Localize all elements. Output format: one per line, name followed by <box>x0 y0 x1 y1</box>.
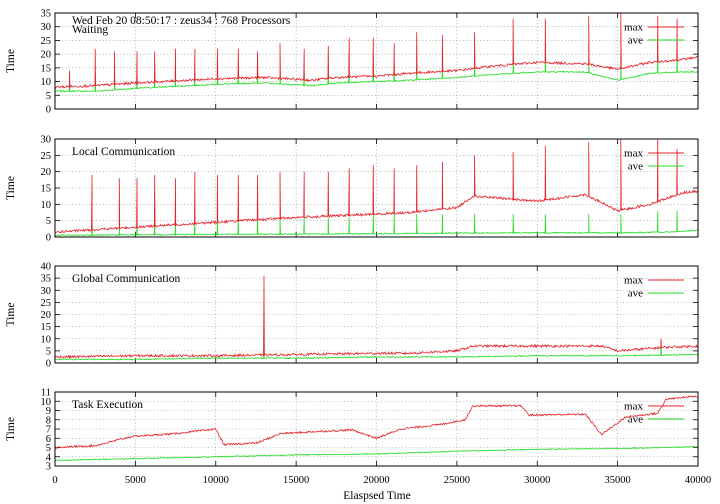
y-tick-label: 3 <box>46 462 51 473</box>
x-tick-label: 10000 <box>203 475 229 486</box>
y-tick-label: 4 <box>46 452 52 463</box>
y-tick-label: 20 <box>41 50 52 61</box>
plot-frame <box>54 265 699 364</box>
panel-title: Local Communication <box>72 146 175 158</box>
panel-title: Global Communication <box>72 273 181 285</box>
y-tick-label: 15 <box>41 184 52 195</box>
figure-header: Wed Feb 20 08:50:17 : zeus34 : 768 Proce… <box>72 15 291 27</box>
y-tick-label: 10 <box>41 334 52 345</box>
y-tick-label: 30 <box>41 22 52 33</box>
series-line-ave <box>55 445 698 462</box>
x-axis-ticks: 0 5000 10000 15000 20000 25000 30000 35000 40000 <box>52 475 711 486</box>
x-tick-label: 35000 <box>605 475 631 486</box>
y-tick-label: 10 <box>41 77 52 88</box>
y-tick-label: 5 <box>46 91 51 102</box>
y-tick-label: 35 <box>41 9 52 20</box>
legend-label: ave <box>628 35 643 47</box>
plot-frame <box>54 391 699 467</box>
y-tick-label: 7 <box>46 425 51 436</box>
y-tick-label: 10 <box>41 397 52 408</box>
y-axis-label: Time <box>5 49 17 73</box>
series-line-ave <box>55 290 698 361</box>
chart-panel: 0 5 10 15 20 25 30 Local Communication Time maxav… <box>5 135 699 244</box>
y-tick-label: 5 <box>46 346 51 357</box>
x-tick-label: 5000 <box>125 475 146 486</box>
y-axis-label: Time <box>5 303 17 327</box>
y-tick-label: 0 <box>46 105 51 116</box>
chart-panels: 05101520253035WaitingTimemaxave051015202… <box>5 9 699 473</box>
y-tick-label: 9 <box>46 406 51 417</box>
y-tick-label: 10 <box>41 200 52 211</box>
series-line-max <box>55 275 698 360</box>
plot-frame <box>54 138 699 238</box>
y-tick-label: 20 <box>41 167 52 178</box>
y-tick-label: 40 <box>41 262 52 273</box>
series-line-max <box>55 13 698 89</box>
x-tick-label: 20000 <box>363 475 389 486</box>
y-tick-label: 0 <box>46 359 51 370</box>
legend-label: ave <box>628 414 643 426</box>
series-line-max <box>55 139 698 234</box>
panel-title: Waiting <box>72 24 108 36</box>
y-tick-label: 25 <box>41 36 52 47</box>
y-tick-label: 5 <box>46 443 51 454</box>
legend-label: max <box>624 148 643 160</box>
y-tick-label: 35 <box>41 274 52 285</box>
x-tick-label: 40000 <box>685 475 711 486</box>
y-tick-label: 25 <box>41 151 52 162</box>
legend-label: ave <box>628 288 643 300</box>
plot-frame <box>54 12 699 110</box>
y-tick-label: 15 <box>41 63 52 74</box>
x-tick-label: 0 <box>52 475 57 486</box>
y-tick-label: 30 <box>41 135 52 146</box>
series-line-ave <box>55 54 698 93</box>
y-tick-label: 6 <box>46 434 51 445</box>
x-tick-label: 25000 <box>444 475 470 486</box>
y-tick-label: 8 <box>46 415 51 426</box>
y-tick-label: 15 <box>41 322 52 333</box>
y-axis-label: Time <box>5 176 17 200</box>
y-tick-label: 0 <box>46 233 51 244</box>
panel-title: Task Execution <box>72 399 143 411</box>
x-tick-label: 30000 <box>524 475 550 486</box>
series-line-max <box>55 395 698 449</box>
y-tick-label: 25 <box>41 298 52 309</box>
y-axis-label: Time <box>5 417 17 441</box>
x-axis-label: Elaspsed Time <box>343 490 410 502</box>
x-tick-label: 15000 <box>283 475 309 486</box>
legend-label: max <box>624 275 643 287</box>
y-tick-label: 5 <box>46 216 51 227</box>
legend-label: ave <box>628 161 643 173</box>
y-tick-label: 20 <box>41 310 52 321</box>
y-tick-label: 30 <box>41 286 52 297</box>
y-tick-label: 11 <box>41 388 51 399</box>
legend-label: max <box>624 22 643 34</box>
legend-label: max <box>624 401 643 413</box>
